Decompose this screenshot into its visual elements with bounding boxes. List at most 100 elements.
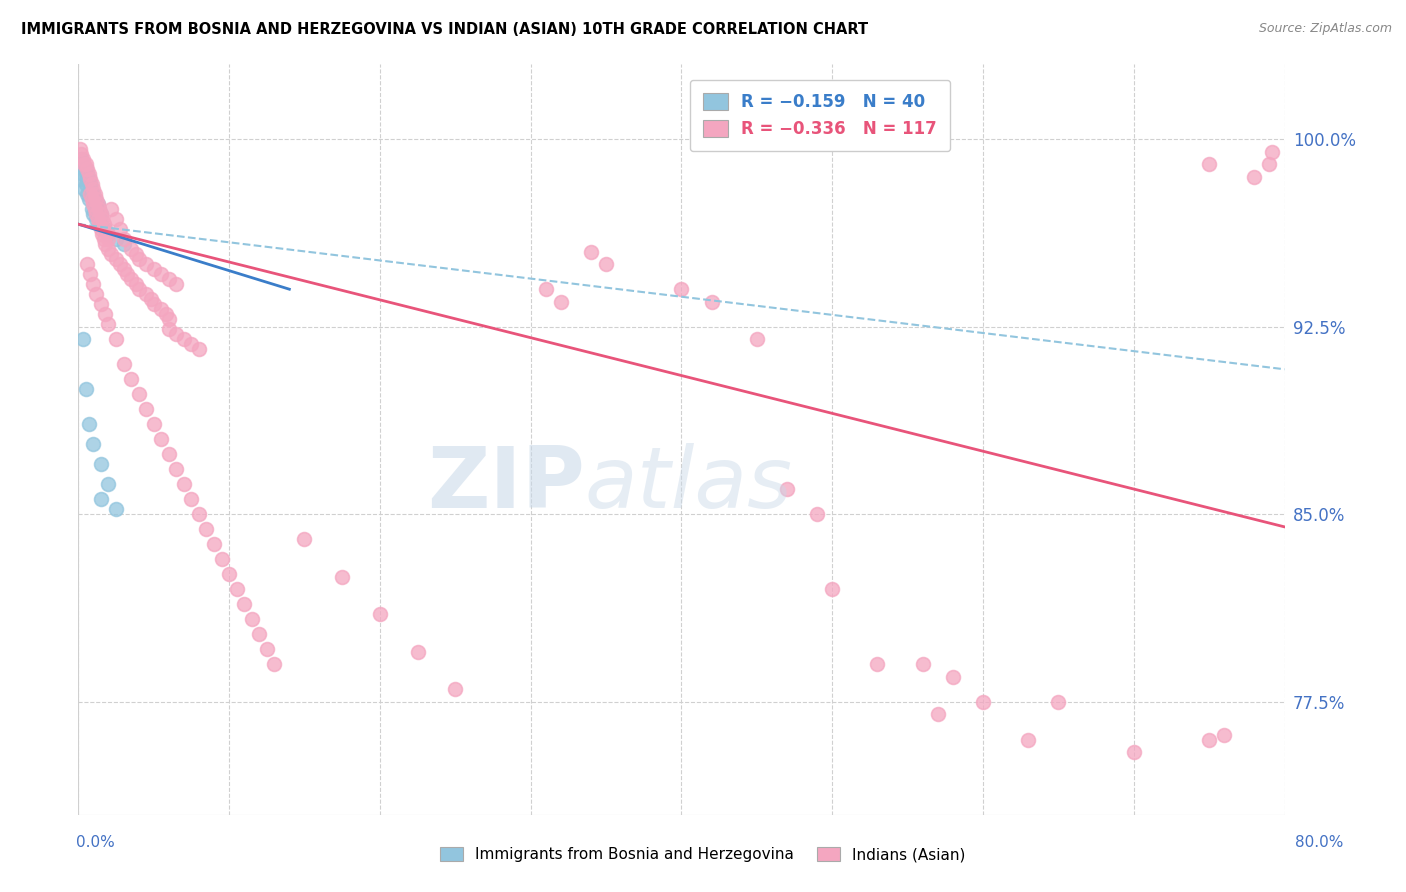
Text: ZIP: ZIP [427,442,585,526]
Text: Source: ZipAtlas.com: Source: ZipAtlas.com [1258,22,1392,36]
Point [806,508,828,522]
Point [157,272,180,286]
Point [942,670,965,684]
Point [79,267,101,281]
Point [83,192,105,206]
Point [73,162,96,177]
Point [76,162,98,177]
Point [173,477,195,491]
Point [866,657,889,672]
Point [70,147,93,161]
Point [94,237,117,252]
Point [79,187,101,202]
Point [80,187,103,202]
Point [83,202,105,216]
Point [89,217,111,231]
Point [90,222,112,236]
Point [330,570,353,584]
Point [406,645,429,659]
Point [69,142,91,156]
Point [104,332,127,346]
Point [1258,157,1281,171]
Point [77,167,100,181]
Point [135,287,157,301]
Point [120,242,142,256]
Point [86,287,108,301]
Point [115,267,138,281]
Point [97,227,120,242]
Point [70,152,93,166]
Point [97,242,120,256]
Point [157,322,180,336]
Point [112,262,135,277]
Point [120,372,142,386]
Point [104,252,127,267]
Point [671,282,693,296]
Point [240,612,263,626]
Point [82,182,104,196]
Point [745,332,768,346]
Point [124,247,146,261]
Point [82,437,104,451]
Point [112,232,135,246]
Text: atlas: atlas [585,442,793,526]
Point [1243,169,1265,184]
Point [1122,745,1144,759]
Point [82,277,104,292]
Point [120,272,142,286]
Point [80,192,103,206]
Point [263,657,285,672]
Point [595,257,617,271]
Point [89,202,111,216]
Point [972,695,994,709]
Point [1198,157,1220,171]
Point [77,172,100,186]
Point [1261,145,1284,159]
Point [86,197,108,211]
Point [150,302,173,317]
Point [1198,732,1220,747]
Point [1213,727,1236,741]
Point [150,432,173,446]
Point [294,533,316,547]
Point [368,607,391,622]
Point [80,202,103,216]
Point [135,257,157,271]
Point [104,212,127,227]
Point [165,462,187,476]
Point [86,207,108,221]
Point [110,257,132,271]
Point [157,447,180,461]
Point [444,682,467,697]
Point [1017,732,1039,747]
Point [94,307,117,321]
Point [180,492,202,507]
Point [76,172,98,186]
Point [73,182,96,196]
Point [90,207,112,221]
Point [90,458,112,472]
Point [94,222,117,236]
Point [211,552,233,566]
Point [70,172,93,186]
Point [139,292,162,306]
Point [82,187,104,202]
Point [72,152,94,166]
Text: 0.0%: 0.0% [76,836,115,850]
Point [82,192,104,206]
Point [86,212,108,227]
Point [76,187,98,202]
Point [90,297,112,311]
Point [110,222,132,236]
Point [96,227,118,242]
Point [86,192,108,206]
Point [225,582,247,597]
Point [82,207,104,221]
Point [104,232,127,246]
Point [187,508,209,522]
Point [180,337,202,351]
Point [72,332,94,346]
Point [82,197,104,211]
Legend: R = −0.159   N = 40, R = −0.336   N = 117: R = −0.159 N = 40, R = −0.336 N = 117 [690,80,950,152]
Point [534,282,557,296]
